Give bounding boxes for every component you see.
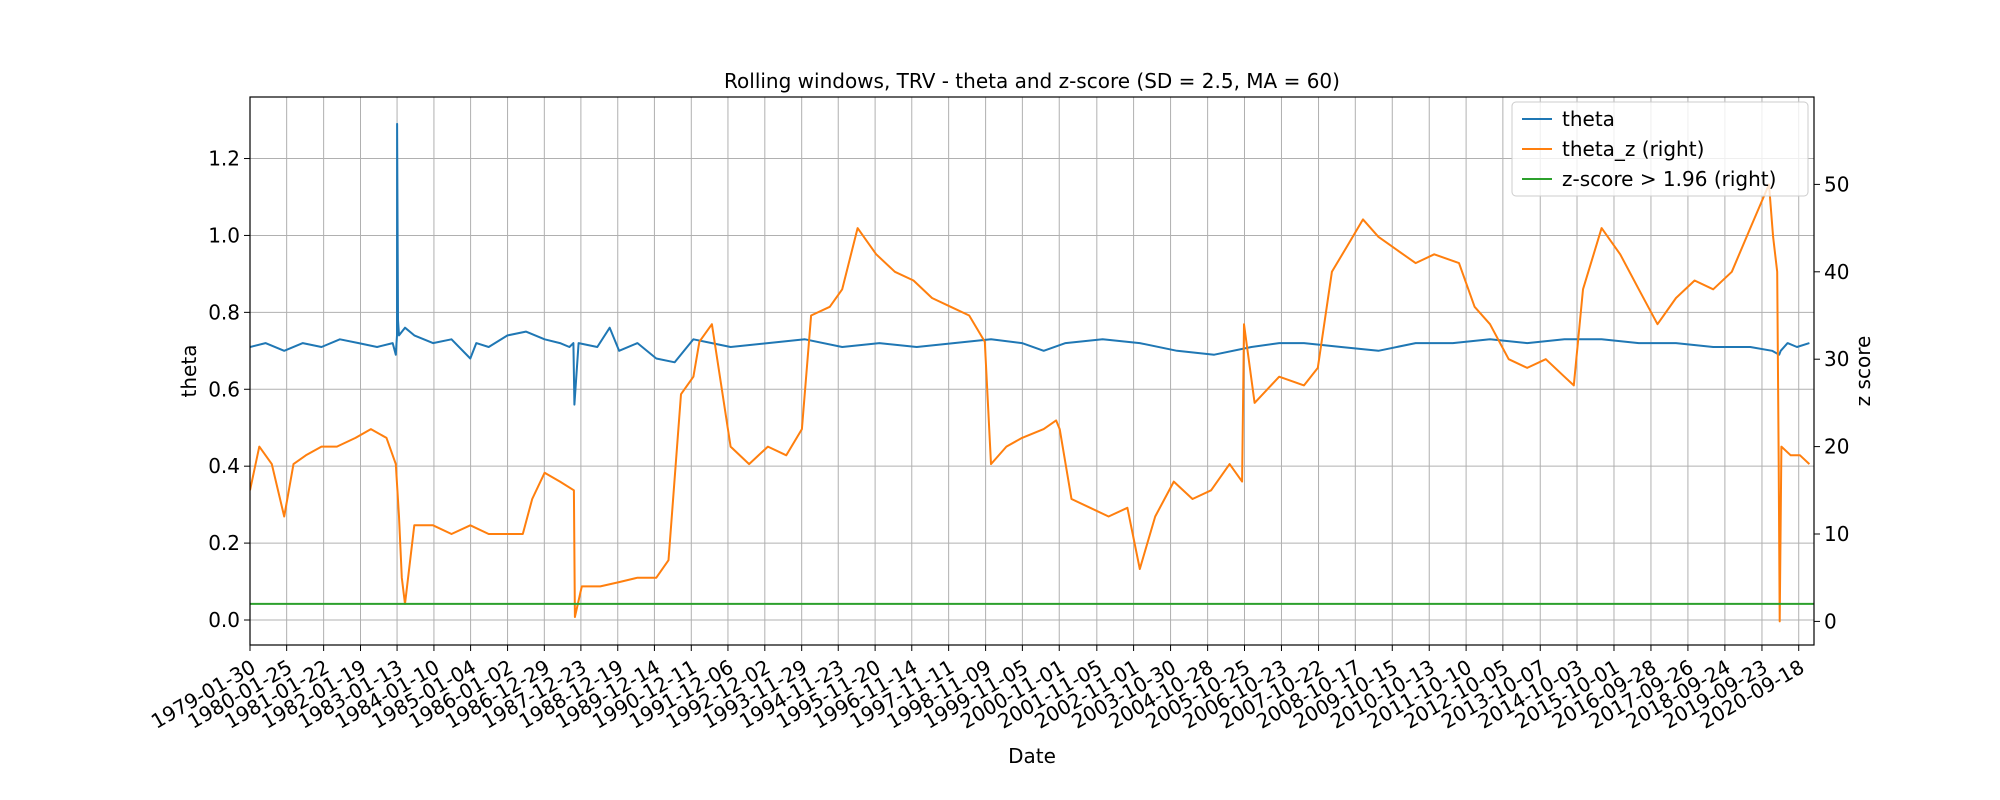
x-axis-label: Date (1008, 744, 1056, 768)
y-left-tick-label: 0.8 (208, 300, 240, 324)
y-axis-right-ticks: 0 10 20 30 40 50 (1814, 172, 1849, 633)
legend-label-theta: theta (1562, 107, 1615, 131)
y-left-tick-label: 0.6 (208, 377, 240, 401)
y-right-tick-label: 50 (1824, 172, 1849, 196)
y-left-tick-label: 1.2 (208, 147, 240, 171)
legend: theta theta_z (right) z-score > 1.96 (ri… (1511, 101, 1809, 197)
plot-frame (249, 96, 1815, 646)
series-line-theta (250, 122, 1810, 406)
legend-box (1511, 101, 1809, 197)
y-right-tick-label: 0 (1824, 609, 1837, 633)
grid (249, 97, 1814, 645)
series-layer (250, 122, 1814, 623)
series-line-theta-z (250, 183, 1811, 623)
y-left-tick-label: 0.4 (208, 454, 240, 478)
y-right-tick-label: 30 (1824, 347, 1849, 371)
x-axis-ticks: 1979-01-301980-01-251981-01-221982-01-19… (147, 645, 1808, 734)
y-axis-left-label: theta (177, 345, 201, 398)
legend-label-theta-z: theta_z (right) (1562, 137, 1704, 161)
chart-title: Rolling windows, TRV - theta and z-score… (724, 69, 1340, 93)
y-left-tick-label: 0.0 (208, 608, 240, 632)
legend-label-threshold: z-score > 1.96 (right) (1562, 167, 1776, 191)
y-left-tick-label: 1.0 (208, 223, 240, 247)
y-left-tick-label: 0.2 (208, 531, 240, 555)
y-right-tick-label: 20 (1824, 435, 1849, 459)
y-right-tick-label: 10 (1824, 522, 1849, 546)
y-axis-right-label: z score (1851, 336, 1875, 407)
y-axis-left-ticks: 0.0 0.2 0.4 0.6 0.8 1.0 1.2 (208, 147, 250, 632)
y-right-tick-label: 40 (1824, 260, 1849, 284)
